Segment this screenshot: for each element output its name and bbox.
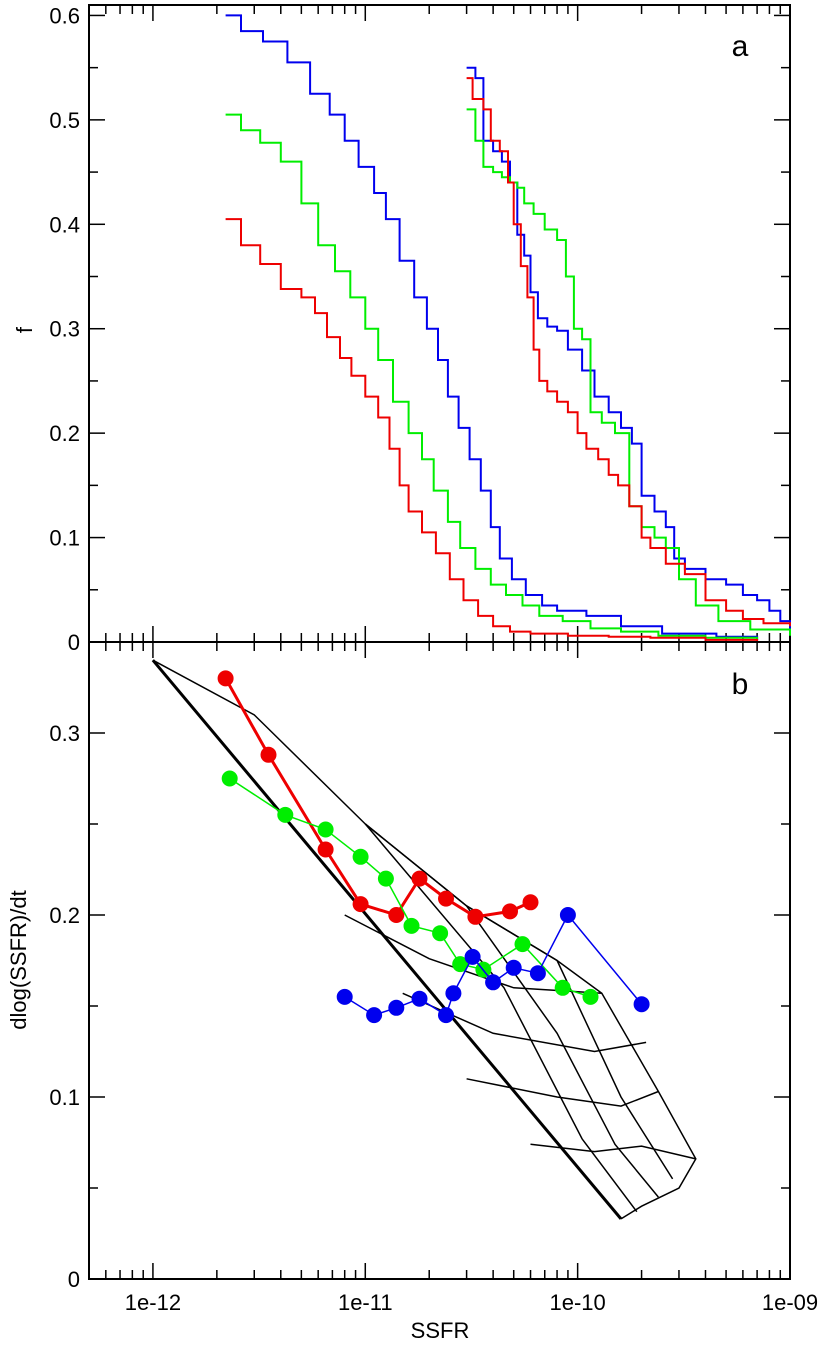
data-point xyxy=(366,1007,383,1024)
data-point xyxy=(452,956,469,973)
panel-a-ytick-label: 0.6 xyxy=(49,3,80,28)
model-outer-boundary xyxy=(152,659,697,1220)
series-line xyxy=(466,66,791,630)
panel-b-ytick-label: 0.3 xyxy=(49,721,80,746)
data-point xyxy=(559,907,576,923)
data-point xyxy=(352,896,369,913)
panel-b-ytick-label: 0.1 xyxy=(49,1085,80,1110)
data-point xyxy=(438,890,454,907)
data-point xyxy=(502,903,518,920)
model-lower-envelope xyxy=(151,659,623,1220)
panel-b-ytick-label: 0.2 xyxy=(49,903,80,928)
series-line xyxy=(225,113,759,640)
panel-a-ytick-label: 0.1 xyxy=(49,526,80,551)
data-point xyxy=(411,870,428,887)
panel-a-series xyxy=(225,14,791,641)
panel-a-label: a xyxy=(732,30,749,63)
data-point xyxy=(467,908,484,925)
panel-a-ytick-label: 0.3 xyxy=(49,317,80,342)
data-point xyxy=(582,988,599,1005)
panel-a-ticks: 0 0.1 0.2 0.3 0.4 0.5 0.6 xyxy=(49,3,791,655)
data-point xyxy=(221,770,238,787)
data-point xyxy=(336,988,353,1005)
model-curve xyxy=(466,1078,659,1107)
panel-a-ytick-label: 0 xyxy=(68,630,80,655)
panel-b-ylabel: dlog(SSFR)/dt xyxy=(6,890,31,1029)
data-point xyxy=(317,841,334,858)
data-point xyxy=(529,965,546,982)
panel-b-ticks: 1e-12 1e-11 1e-10 1e-09 0 0.1 0.2 0.3 xyxy=(49,642,818,1315)
series-line xyxy=(466,108,791,636)
data-point xyxy=(514,936,531,953)
data-point xyxy=(352,848,369,865)
model-spoke xyxy=(556,960,674,1180)
data-point xyxy=(277,806,294,823)
model-spoke xyxy=(465,905,659,1198)
data-point xyxy=(217,670,234,687)
x-axis-label: SSFR xyxy=(411,1318,470,1343)
panel-a-ytick-label: 0.4 xyxy=(49,212,80,237)
data-point xyxy=(403,917,420,934)
data-point xyxy=(388,907,405,923)
data-point xyxy=(388,999,405,1016)
data-point xyxy=(554,979,571,996)
panel-b-ytick-label: 0 xyxy=(68,1267,80,1292)
panel-a-ylabel: f xyxy=(12,326,37,333)
data-point xyxy=(464,948,481,965)
panel-b-label: b xyxy=(732,668,749,701)
panel-a: 0 0.1 0.2 0.3 0.4 0.5 0.6 a f xyxy=(12,3,791,655)
model-grid xyxy=(151,659,697,1220)
model-spoke xyxy=(364,823,638,1213)
data-point xyxy=(633,996,650,1013)
data-point xyxy=(260,746,277,763)
x-tick-label: 1e-10 xyxy=(550,1290,606,1315)
panel-a-ytick-label: 0.2 xyxy=(49,421,80,446)
panel-b-frame xyxy=(88,641,791,1280)
x-tick-label: 1e-09 xyxy=(762,1290,818,1315)
data-point xyxy=(438,1007,454,1024)
data-point xyxy=(505,959,522,976)
data-point xyxy=(485,974,502,991)
series-line xyxy=(225,218,759,641)
panel-b: 1e-12 1e-11 1e-10 1e-09 0 0.1 0.2 0.3 b dlog(SS… xyxy=(6,641,818,1343)
data-point xyxy=(317,821,334,838)
x-tick-label: 1e-11 xyxy=(338,1290,393,1315)
x-tick-label: 1e-12 xyxy=(125,1290,181,1315)
panel-b-series xyxy=(217,670,650,1024)
data-point xyxy=(377,870,394,887)
panel-a-frame xyxy=(88,4,791,643)
data-point xyxy=(522,894,539,911)
panel-a-ytick-label: 0.5 xyxy=(49,108,80,133)
series-line xyxy=(224,677,532,919)
data-point xyxy=(445,985,462,1002)
model-curve xyxy=(530,1143,696,1160)
series-line xyxy=(225,14,759,640)
series-line xyxy=(466,77,791,627)
data-point xyxy=(411,990,428,1007)
data-point xyxy=(432,925,449,942)
